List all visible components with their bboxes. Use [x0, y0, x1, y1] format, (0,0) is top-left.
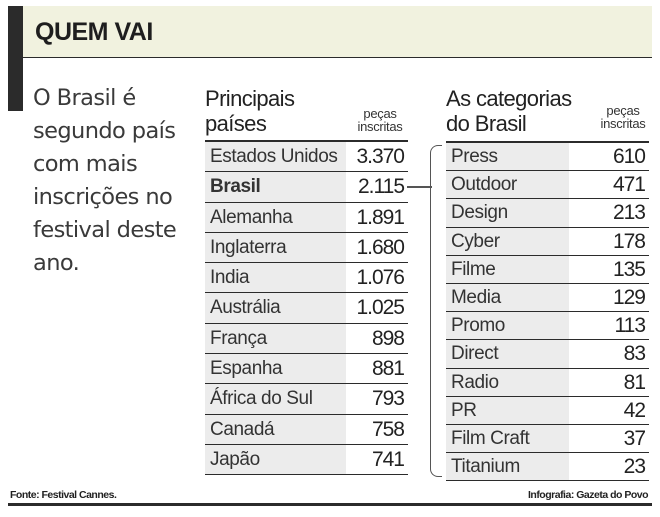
row-value: 898	[371, 326, 405, 350]
row-label: Design	[446, 199, 569, 227]
row-label: Brasil	[205, 172, 346, 202]
row-value: 178	[612, 229, 646, 253]
table-row: Radio 81	[446, 368, 649, 397]
row-label: Promo	[446, 312, 569, 340]
row-label: Cyber	[446, 227, 569, 255]
row-label: Canadá	[205, 414, 346, 444]
table-row: Design 213	[446, 199, 649, 228]
row-value: 758	[371, 417, 405, 441]
table-row: Media 129	[446, 283, 649, 313]
row-label: Titanium	[446, 453, 569, 481]
credit-note: Infografia: Gazeta do Povo	[527, 489, 649, 501]
table-row: Direct 83	[446, 340, 649, 369]
row-label: Japão	[205, 444, 346, 475]
table-row: Alemanha 1.891	[205, 202, 408, 233]
row-value: 129	[612, 285, 646, 309]
row-value: 42	[623, 398, 646, 422]
row-label: Inglaterra	[205, 232, 346, 263]
row-value: 741	[371, 447, 405, 471]
table-row: África do Sul 793	[205, 384, 408, 415]
row-label: Espanha	[205, 354, 346, 384]
row-value: 471	[612, 173, 646, 197]
countries-unit-label: peças inscritas	[357, 106, 403, 134]
table-row: PR 42	[446, 396, 649, 425]
table-row: Espanha 881	[205, 354, 408, 385]
row-value: 1.076	[356, 266, 405, 290]
row-label: Media	[446, 283, 569, 312]
row-label: Press	[446, 143, 569, 171]
table-row: Canadá 758	[205, 414, 408, 445]
row-label: Radio	[446, 368, 569, 396]
row-label: PR	[446, 396, 569, 424]
categories-table-title: As categorias do Brasil	[446, 86, 572, 136]
table-row: Film Craft 37	[446, 424, 649, 454]
header-band: QUEM VAI	[23, 6, 652, 58]
row-label: Austrália	[205, 293, 346, 323]
source-note: Fonte: Festival Cannes.	[10, 489, 117, 501]
categories-bracket	[430, 145, 442, 477]
infographic-title: QUEM VAI	[35, 18, 153, 46]
table-row: Japão 741	[205, 444, 408, 476]
row-value: 3.370	[356, 145, 405, 168]
categories-table: Press 610 Outdoor 471 Design 213 Cyber 178 Filme…	[446, 141, 649, 482]
row-value: 881	[371, 357, 405, 381]
row-value: 2.115	[358, 175, 405, 199]
countries-table: Estados Unidos 3.370 Brasil 2.115 Alemanha 1.…	[205, 140, 408, 476]
row-label: Film Craft	[446, 424, 569, 453]
table-row: India 1.076	[205, 263, 408, 294]
row-value: 793	[371, 387, 405, 411]
table-row: Inglaterra 1.680	[205, 232, 408, 264]
row-value: 1.025	[356, 296, 405, 320]
row-value: 37	[623, 426, 646, 450]
accent-bar	[8, 6, 23, 111]
footer-rule	[8, 503, 652, 506]
row-label: Direct	[446, 340, 569, 368]
row-label: Outdoor	[446, 171, 569, 199]
row-value: 83	[623, 342, 646, 366]
brasil-connector-line	[407, 186, 432, 188]
table-row: Press 610	[446, 143, 649, 172]
row-value: 610	[612, 145, 646, 168]
row-value: 113	[614, 314, 646, 338]
row-value: 1.891	[356, 205, 405, 229]
row-label: Filme	[446, 255, 569, 283]
row-label: África do Sul	[205, 384, 346, 414]
table-row: Brasil 2.115	[205, 172, 408, 203]
row-value: 81	[623, 370, 646, 394]
table-row: Filme 135	[446, 255, 649, 284]
row-label: Estados Unidos	[205, 142, 346, 172]
table-row: Estados Unidos 3.370	[205, 142, 408, 173]
row-value: 23	[623, 455, 646, 479]
row-label: Alemanha	[205, 202, 346, 232]
table-row: França 898	[205, 323, 408, 355]
table-row: Outdoor 471	[446, 171, 649, 200]
table-row: Promo 113	[446, 312, 649, 341]
table-row: Austrália 1.025	[205, 293, 408, 324]
row-label: França	[205, 323, 346, 354]
row-value: 1.680	[356, 235, 405, 259]
row-label: India	[205, 263, 346, 293]
intro-text: O Brasil é segundo país com mais inscriç…	[33, 85, 177, 276]
categories-unit-label: peças inscritas	[600, 103, 646, 131]
table-row: Titanium 23	[446, 453, 649, 482]
row-value: 213	[612, 201, 646, 225]
countries-table-title: Principais países	[205, 86, 295, 136]
table-row: Cyber 178	[446, 227, 649, 256]
row-value: 135	[612, 257, 646, 281]
